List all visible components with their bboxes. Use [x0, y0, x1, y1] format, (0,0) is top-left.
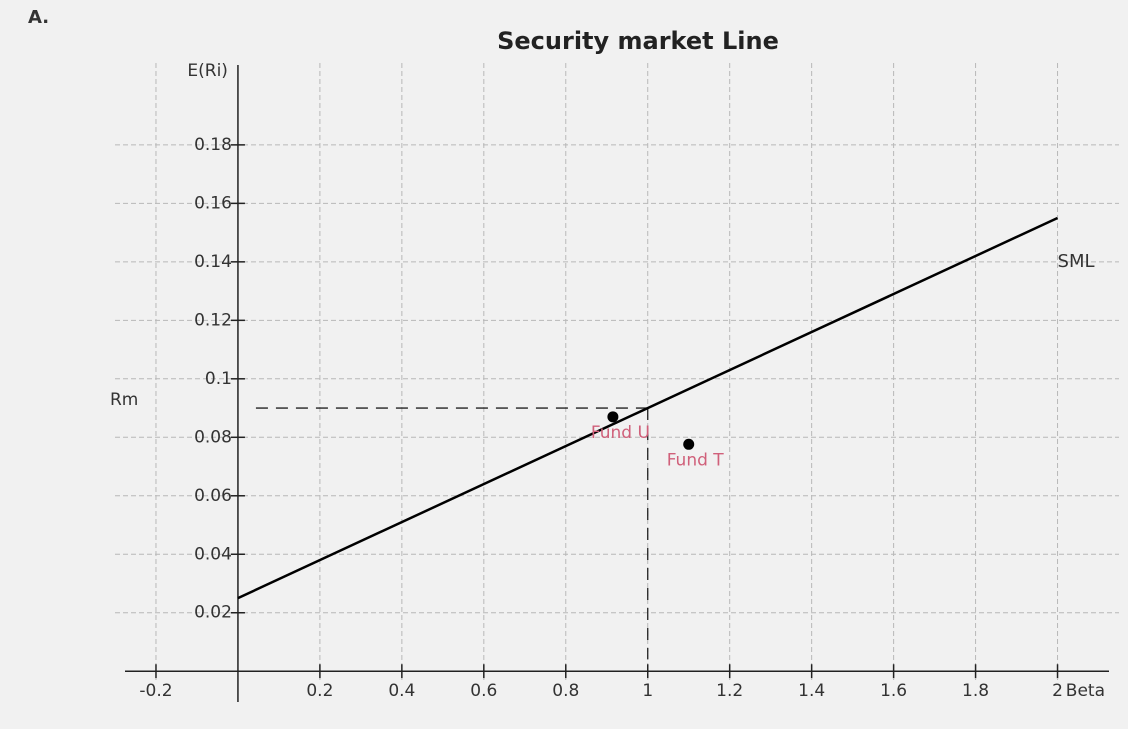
point [607, 411, 619, 423]
panel-label: A. [28, 7, 49, 28]
x-tick-label: 0.8 [552, 681, 579, 701]
y-tick-label: 0.14 [194, 252, 232, 272]
y-tick-label: 0.18 [194, 135, 232, 155]
y-tick-label: 0.1 [205, 369, 232, 389]
y-tick-label: 0.16 [194, 193, 232, 213]
x-tick-label: 1 [642, 681, 653, 701]
reference-label: Rm [110, 390, 138, 410]
x-tick-label: -0.2 [139, 681, 172, 701]
y-tick-label: 0.04 [194, 544, 232, 564]
point-label: Fund U [591, 423, 650, 443]
y-tick-label: 0.06 [194, 486, 232, 506]
y-axis-label: E(Ri) [187, 61, 228, 81]
sml-line [237, 216, 1059, 600]
x-tick-label: 0.4 [388, 681, 415, 701]
series-label: SML [1058, 251, 1095, 272]
x-axis-label: Beta [1066, 681, 1105, 701]
point [683, 438, 695, 450]
x-tick-label: 0.2 [306, 681, 333, 701]
x-tick-label: 1.4 [798, 681, 825, 701]
point-label: Fund T [667, 450, 725, 470]
x-tick-label: 2 [1052, 681, 1063, 701]
x-tick-label: 1.8 [962, 681, 989, 701]
y-tick-label: 0.02 [194, 603, 232, 623]
x-tick-label: 1.6 [880, 681, 907, 701]
y-tick-label: 0.08 [194, 427, 232, 447]
y-tick-label: 0.12 [194, 310, 232, 330]
chart-title: Security market Line [497, 27, 779, 55]
x-tick-label: 1.2 [716, 681, 743, 701]
x-tick-label: 0.6 [470, 681, 497, 701]
